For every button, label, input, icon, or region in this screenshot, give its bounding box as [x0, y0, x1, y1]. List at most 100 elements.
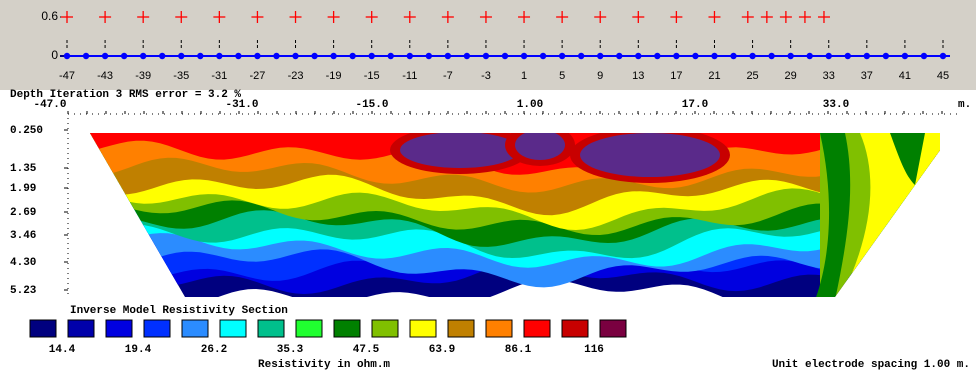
legend-label: 86.1 [505, 344, 532, 356]
electrode [597, 52, 604, 60]
legend-swatch [409, 319, 437, 338]
x-tick-label: -43 [97, 70, 113, 82]
legend-swatch [333, 319, 361, 338]
legend-label: 14.4 [49, 344, 76, 356]
legend-swatch [561, 319, 589, 338]
electrode [235, 52, 242, 60]
blob [400, 133, 520, 168]
data-point [556, 11, 569, 23]
legend-swatch [485, 319, 513, 338]
data-point [798, 11, 811, 23]
legend-title: Inverse Model Resistivity Section [70, 305, 288, 317]
legend-swatch [523, 319, 551, 338]
electrode [635, 52, 642, 60]
data-point [760, 11, 773, 23]
depth-label: 5.23 [10, 285, 37, 297]
legend-swatch [257, 319, 285, 338]
section-x-label: 1.00 [517, 99, 543, 111]
electrode [482, 52, 490, 60]
x-tick-label: 41 [899, 70, 911, 82]
data-point [518, 11, 531, 23]
electrode [444, 52, 452, 60]
electrode [749, 52, 756, 60]
data-point [708, 11, 721, 23]
electrode [216, 52, 223, 60]
electrode [520, 52, 528, 60]
legend-caption: Resistivity in ohm.m [258, 359, 390, 371]
section-x-label: -15.0 [355, 99, 388, 111]
y-tick-label: 0.6 [41, 9, 58, 23]
electrode [844, 52, 851, 60]
electrode [368, 52, 375, 60]
x-tick-label: -19 [326, 70, 342, 82]
electrode [939, 52, 947, 60]
x-tick-label: 37 [861, 70, 873, 82]
electrode [825, 52, 832, 60]
data-point [441, 11, 454, 23]
electrode [197, 52, 204, 60]
electrode [920, 52, 928, 60]
data-point [99, 11, 112, 23]
x-tick-label: -23 [288, 70, 304, 82]
x-tick-label: 9 [597, 70, 603, 82]
data-point [632, 11, 645, 23]
legend-swatch [143, 319, 171, 338]
x-tick-label: -3 [481, 70, 491, 82]
electrode [806, 52, 813, 60]
depth-label: 3.46 [10, 230, 36, 242]
data-point [327, 11, 340, 23]
x-tick-label: 1 [521, 70, 527, 82]
depth-label: 2.69 [10, 207, 36, 219]
x-tick-label: 25 [746, 70, 758, 82]
footer: Unit electrode spacing 1.00 m. [772, 359, 970, 371]
x-tick-label: 21 [708, 70, 720, 82]
electrode [425, 52, 433, 60]
resistivity-section [90, 133, 940, 297]
electrode [654, 52, 661, 60]
x-tick-label: 29 [785, 70, 797, 82]
section-header: Depth Iteration 3 RMS error = 3.2 % [10, 89, 241, 101]
section-x-label: 17.0 [682, 99, 708, 111]
blob [580, 133, 720, 177]
data-point [403, 11, 416, 23]
blob [515, 133, 565, 160]
data-point [779, 11, 792, 23]
electrode [539, 52, 547, 60]
legend-swatch [181, 319, 209, 338]
electrode [673, 52, 680, 60]
electrode [311, 52, 318, 60]
electrode [406, 52, 413, 60]
section-x-label: -31.0 [225, 99, 258, 111]
x-tick-label: -7 [443, 70, 453, 82]
legend-label: 116 [584, 344, 604, 356]
electrode [82, 52, 90, 60]
electrode [159, 52, 166, 60]
x-tick-label: -11 [402, 70, 417, 82]
electrode [139, 52, 147, 60]
x-tick-label: -27 [249, 70, 265, 82]
electrode [387, 52, 394, 60]
x-unit: m. [958, 99, 971, 111]
right-zone [890, 133, 925, 185]
data-point [594, 11, 607, 23]
x-tick-label: 33 [823, 70, 835, 82]
data-point [741, 11, 754, 23]
electrode [768, 52, 775, 60]
data-point [817, 11, 830, 23]
right-zone [815, 133, 851, 297]
legend-swatch [371, 319, 399, 338]
legend-swatch [29, 319, 57, 338]
electrode [501, 52, 509, 60]
electrode [787, 52, 794, 60]
x-tick-label: 13 [632, 70, 644, 82]
electrode [120, 52, 128, 60]
depth-label: 4.30 [10, 257, 36, 269]
legend-swatch [67, 319, 95, 338]
depth-label: 0.250 [10, 125, 43, 137]
electrode [349, 52, 356, 60]
data-point [670, 11, 683, 23]
legend-label: 47.5 [353, 344, 380, 356]
x-tick-label: 45 [937, 70, 949, 82]
x-tick-label: -35 [173, 70, 189, 82]
